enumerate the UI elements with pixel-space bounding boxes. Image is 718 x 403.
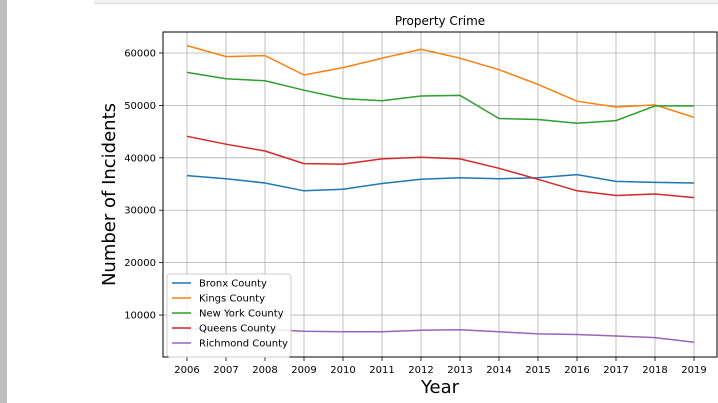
plot-frame (162, 31, 718, 358)
x-tick-label: 2009 (291, 365, 316, 376)
y-tick-label: 10000 (124, 311, 156, 322)
legend-label: Kings County (199, 294, 265, 305)
series-line-queens-county (186, 135, 695, 199)
legend-label: Richmond County (199, 339, 288, 350)
x-tick-label: 2008 (252, 365, 277, 376)
legend-label: New York County (199, 309, 284, 320)
series-line-kings-county (186, 44, 695, 119)
x-tick-label: 2006 (174, 365, 199, 376)
x-tick-label: 2013 (447, 365, 472, 376)
x-tick-label: 2018 (642, 365, 667, 376)
x-ticks: 2006 2007 2008 2009 2010 2011 2012 2013 2014 2015… (174, 357, 707, 376)
y-axis-label: Number of Incidents (99, 103, 120, 286)
y-tick-label: 40000 (124, 153, 156, 164)
y-tick-label: 60000 (124, 48, 156, 59)
y-tick-label: 20000 (124, 258, 156, 269)
legend-label: Queens County (199, 324, 276, 335)
series-line-new-york-county (186, 71, 694, 124)
top-toolbar-edge (94, 0, 718, 4)
chart-title: Property Crime (395, 14, 485, 28)
legend-box (166, 273, 292, 358)
x-tick-label: 2012 (408, 365, 433, 376)
x-tick-label: 2014 (486, 365, 511, 376)
x-tick-label: 2019 (681, 365, 706, 376)
x-tick-label: 2010 (330, 365, 355, 376)
legend-label: Bronx County (199, 279, 267, 290)
legend: Bronx County Kings County New York County Q… (166, 273, 292, 358)
x-tick-label: 2016 (564, 365, 589, 376)
y-ticks: 10000 20000 30000 40000 50000 60000 (124, 48, 163, 322)
y-tick-label: 50000 (124, 101, 156, 112)
left-edge-strip (0, 0, 7, 403)
x-tick-label: 2011 (369, 365, 394, 376)
x-tick-label: 2007 (213, 365, 238, 376)
x-axis-label: Year (420, 377, 460, 398)
x-tick-label: 2017 (603, 365, 628, 376)
y-tick-label: 30000 (124, 206, 156, 217)
series-line-bronx-county (186, 173, 695, 192)
x-tick-label: 2015 (525, 365, 550, 376)
